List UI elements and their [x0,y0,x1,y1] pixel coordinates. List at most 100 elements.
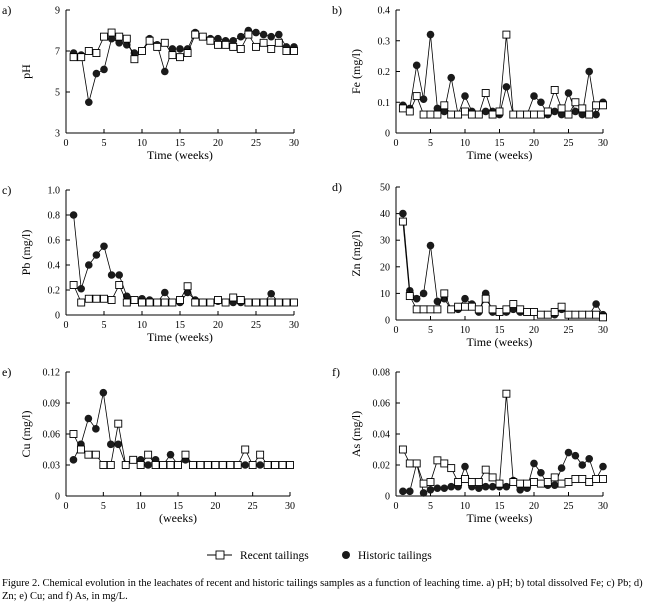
x-tick-label: 15 [495,138,505,149]
recent-data-point [69,281,78,289]
recent-data-point [129,455,138,464]
panel-label: a) [2,3,11,17]
historic-data-point [176,45,184,53]
historic-data-point [412,61,421,70]
recent-data-point [454,302,463,311]
recent-data-point [84,294,93,303]
recent-data-point [592,475,601,483]
recent-data-point [183,282,192,291]
recent-data-point [241,445,250,454]
recent-data-point [412,305,421,314]
recent-data-point [523,308,532,316]
recent-data-point [398,104,407,113]
recent-data-point [509,110,518,119]
x-tick-label: 0 [64,501,69,512]
historic-data-point [84,414,93,423]
historic-data-point [168,45,177,53]
recent-data-point [259,298,268,307]
historic-data-point [599,462,607,471]
historic-data-point [161,67,169,76]
recent-data-point [263,461,272,469]
historic-data-point [85,98,93,107]
historic-data-point [115,271,123,279]
historic-data-point [426,241,435,250]
x-tick-label: 0 [394,325,399,336]
recent-data-point [571,310,580,319]
historic-data-point [85,261,93,269]
recent-data-point [233,461,242,469]
x-tick-label: 25 [564,325,574,336]
historic-data-point [419,289,428,298]
historic-data-point [399,209,407,218]
recent-data-point [516,479,525,488]
recent-data-point [599,101,607,110]
recent-data-point [145,36,154,45]
recent-data-point [495,479,504,488]
historic-data-point [433,484,442,493]
historic-data-point [412,294,421,303]
recent-data-point [447,464,456,473]
x-tick-label: 25 [564,138,574,149]
y-tick-label: 0 [385,316,390,327]
recent-data-point [502,389,511,398]
x-tick-label: 30 [598,325,608,336]
x-tick-label: 25 [248,501,258,512]
recent-data-point [221,40,230,49]
x-tick-label: 10 [460,325,470,336]
recent-data-point [267,298,276,307]
historic-data-point [426,30,435,39]
y-tick-label: 0.09 [43,399,61,410]
legend-historic-label: Historic tailings [358,550,432,562]
chart-panel-5: e) 0 0.03 0.06 0.09 0.12 0 5 10 15 20 25 30 (weeks) Cu… [2,365,295,525]
x-tick-label: 15 [175,320,185,331]
historic-data-point [69,211,78,219]
recent-data-point [191,30,200,39]
historic-data-point [267,32,276,41]
x-tick-label: 15 [175,138,185,149]
recent-data-point [488,305,497,314]
recent-data-point [405,292,414,301]
recent-data-point [467,478,476,486]
historic-data-point [461,92,469,100]
y-tick-label: 0.3 [378,36,391,47]
historic-data-point [92,69,101,78]
y-axis-label: Cu (mg/l) [19,410,33,457]
recent-data-point [557,302,566,311]
historic-data-point [252,28,260,37]
historic-data-point [107,440,115,449]
recent-data-point [106,461,115,469]
x-tick-label: 0 [64,138,69,149]
recent-data-point [188,461,197,469]
historic-data-point [537,98,545,107]
recent-data-point [412,459,421,468]
recent-data-point [454,478,463,486]
y-tick-label: 0.1 [378,98,391,109]
panel-label: e) [2,365,11,379]
recent-data-point [523,479,532,488]
recent-data-point [168,298,177,307]
recent-data-point [122,34,131,43]
x-tick-label: 20 [529,138,539,149]
recent-data-point [461,475,469,483]
x-tick-label: 30 [289,138,299,149]
recent-data-point [467,110,476,119]
recent-data-point [174,461,182,469]
recent-data-point [599,313,607,322]
historic-data-point [502,482,511,491]
recent-data-point [77,298,86,307]
x-tick-label: 30 [598,138,608,149]
y-tick-label: 0 [385,129,390,140]
historic-data-point [440,484,449,493]
recent-data-point [599,475,607,483]
x-tick-label: 10 [136,501,146,512]
legend: Recent tailings Historic tailings [207,550,432,562]
recent-data-point [419,305,428,314]
recent-data-point [144,450,153,459]
recent-data-point [440,101,449,110]
recent-data-point [454,110,463,119]
historic-data-point [557,110,566,119]
recent-data-point [211,461,220,469]
recent-series-line [402,221,604,318]
recent-data-point [461,107,469,116]
